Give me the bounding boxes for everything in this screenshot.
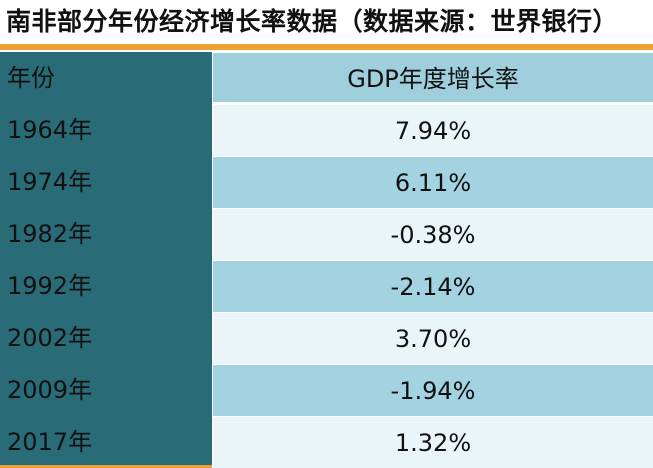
table-row: 1974年 6.11% bbox=[0, 156, 653, 208]
table-row: 2009年 -1.94% bbox=[0, 364, 653, 416]
growth-table: 年份 GDP年度增长率 1964年 7.94% 1974年 6.11% 1982… bbox=[0, 52, 653, 468]
table-row: 1964年 7.94% bbox=[0, 104, 653, 156]
year-cell: 1964年 bbox=[0, 104, 212, 156]
year-cell: 2009年 bbox=[0, 364, 212, 416]
header-year: 年份 bbox=[0, 52, 212, 104]
year-cell: 2002年 bbox=[0, 312, 212, 364]
header-gdp-growth: GDP年度增长率 bbox=[212, 52, 653, 104]
growth-value-cell: -2.14% bbox=[212, 260, 653, 312]
year-cell: 1974年 bbox=[0, 156, 212, 208]
growth-value-cell: 3.70% bbox=[212, 312, 653, 364]
growth-value-cell: -0.38% bbox=[212, 208, 653, 260]
bottom-accent-bar bbox=[0, 465, 212, 468]
title-divider bbox=[0, 44, 653, 50]
year-cell: 1992年 bbox=[0, 260, 212, 312]
page-title: 南非部分年份经济增长率数据（数据来源：世界银行） bbox=[6, 7, 619, 36]
growth-value-cell: 6.11% bbox=[212, 156, 653, 208]
growth-value-cell: 7.94% bbox=[212, 104, 653, 156]
table-row: 1982年 -0.38% bbox=[0, 208, 653, 260]
table-row: 2002年 3.70% bbox=[0, 312, 653, 364]
growth-value-cell: 1.32% bbox=[212, 416, 653, 468]
year-cell: 1982年 bbox=[0, 208, 212, 260]
year-cell: 2017年 bbox=[0, 416, 212, 468]
growth-value-cell: -1.94% bbox=[212, 364, 653, 416]
table-row: 2017年 1.32% bbox=[0, 416, 653, 468]
table-row: 1992年 -2.14% bbox=[0, 260, 653, 312]
table-header-row: 年份 GDP年度增长率 bbox=[0, 52, 653, 104]
